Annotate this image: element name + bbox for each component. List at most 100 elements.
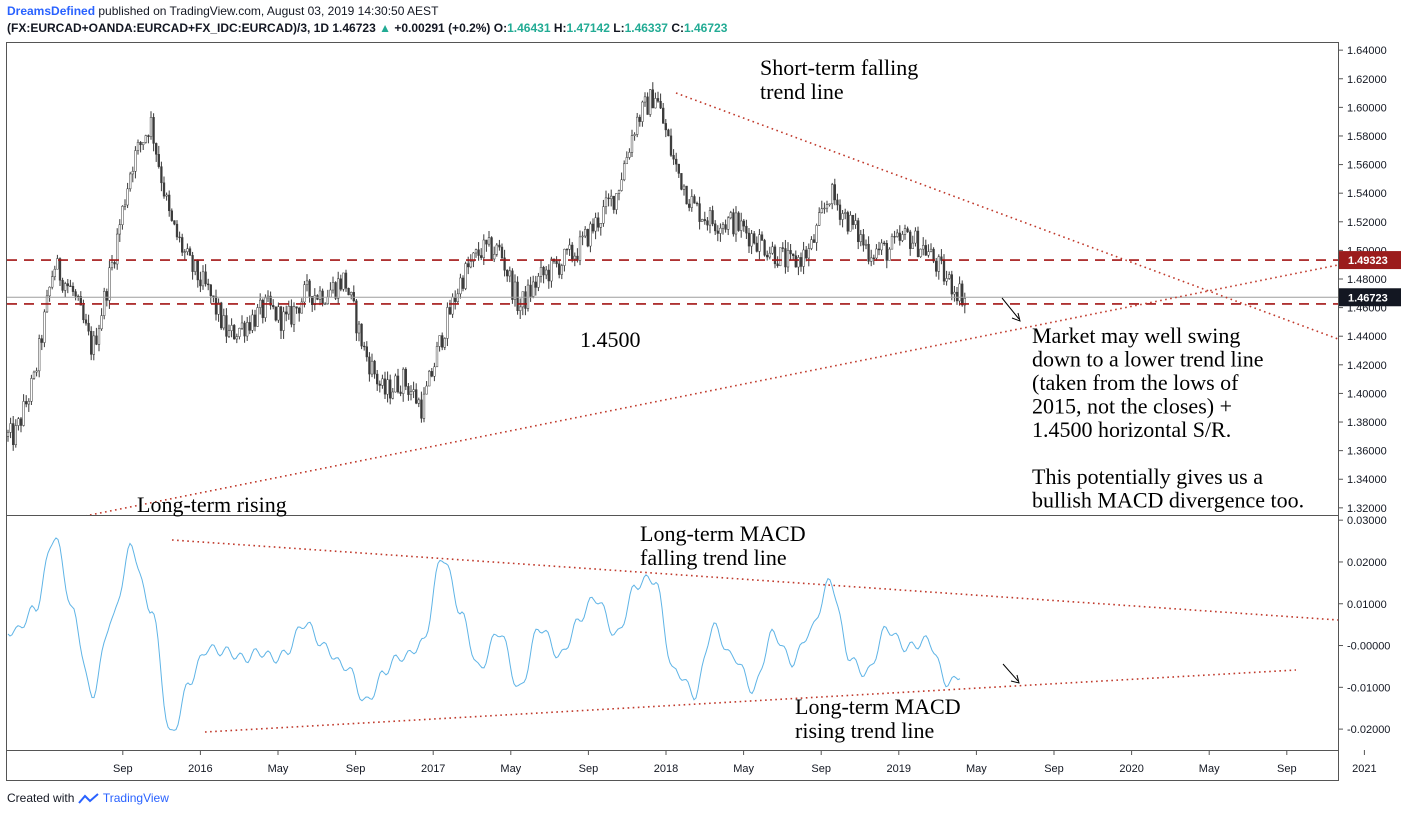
tradingview-brand-link[interactable]: TradingView [102,791,169,805]
short-term-falling-trend-line[interactable] [675,92,1338,340]
comment-line: This potentially gives us a [1032,464,1263,489]
candle-body [937,256,940,272]
price-tick-label: 1.48000 [1347,274,1387,286]
candle-body [110,262,114,269]
candle-body [818,212,821,226]
candle-body [66,283,69,287]
candle-body [893,236,896,238]
candle-body [108,267,111,301]
annotation-long-term-rising: Long-term rising [137,492,287,517]
candle-body [539,266,543,277]
candle-body [14,425,17,446]
time-axis[interactable]: Sep 2016 May Sep 2017 May Sep 2018 May Sep 2019 May… [113,750,1377,775]
candle-body [654,98,657,109]
candle-body [147,135,150,137]
candle-body [784,248,787,268]
candle-body [836,199,839,206]
candle-body [651,89,654,109]
candlestick-series [7,82,966,451]
candle-body [464,263,467,289]
candle-body [750,233,753,247]
candle-body [32,371,36,379]
candle-body [451,296,454,315]
candle-body [308,280,311,297]
candle-body [391,391,394,399]
author-link[interactable]: DreamsDefined [7,4,96,18]
macd-falling-trend-line[interactable] [171,539,1338,621]
candle-body [838,204,842,220]
arrow-down-icon [1001,297,1020,320]
time-tick-label: 2019 [887,763,911,775]
comment-line: 2015, not the closes) + [1032,394,1232,419]
candle-body [953,291,956,295]
candle-body [747,232,751,247]
candle-body [352,292,355,302]
candle-body [755,242,758,252]
time-tick-label: 2018 [654,763,678,775]
time-tick-label: Sep [811,763,831,775]
candle-body [103,291,106,316]
candle-body [961,283,964,306]
candle-body [217,302,220,315]
candle-body [220,302,223,329]
high-value: 1.47142 [566,21,610,35]
candle-body [334,282,337,299]
candle-body [204,271,207,285]
candle-body [61,279,64,291]
candle-body [643,96,647,103]
candle-body [922,245,925,250]
candle-body [776,263,779,266]
macd-line [7,537,961,731]
time-tick-label: Sep [1277,763,1297,775]
candle-body [415,389,418,404]
candle-body [625,157,628,165]
candle-body [641,101,644,122]
candle-body [599,223,602,228]
macd-axis[interactable]: 0.03000 0.02000 0.01000 -0.00000 -0.01000 -0.… [1338,515,1390,736]
candle-body [558,263,561,275]
time-tick-label: May [268,763,289,775]
candle-body [27,401,30,405]
candle-body [555,261,558,265]
macd-rising-trend-line[interactable] [204,669,1297,733]
candle-body [794,255,797,268]
candle-body [292,306,296,325]
candle-body [550,258,553,282]
candle-body [116,233,119,265]
candle-body [792,253,795,256]
candle-body [742,220,745,227]
price-axis[interactable]: 1.64000 1.62000 1.60000 1.58000 1.56000 1.540… [1338,45,1387,515]
candle-body [12,423,15,446]
candle-body [719,227,722,234]
candle-body [901,234,904,241]
candle-body [649,89,652,115]
open-value: 1.46431 [507,21,551,35]
candle-body [467,263,470,268]
candle-body [134,150,137,172]
candle-body [963,298,966,306]
candle-body [290,305,293,325]
time-tick-label: Sep [579,763,599,775]
candle-body [207,283,210,286]
candle-body [350,292,353,296]
candle-body [188,248,192,256]
candle-body [950,274,953,295]
time-tick-label: 2020 [1119,763,1143,775]
candle-body [79,296,82,306]
candle-body [196,260,199,281]
price-tick-label: 1.62000 [1347,74,1387,86]
candle-body [849,214,852,232]
open-label: O: [493,21,508,35]
candle-body [903,228,907,235]
candle-body [513,281,517,300]
time-tick-label: Sep [1044,763,1064,775]
candle-body [656,98,660,102]
candle-body [935,260,938,272]
svg-text:1.49323: 1.49323 [1348,255,1388,267]
comment-line: (taken from the lows of [1032,370,1239,395]
candle-body [617,190,621,194]
candle-body [695,202,699,205]
candle-body [708,210,712,226]
candle-body [495,244,498,255]
